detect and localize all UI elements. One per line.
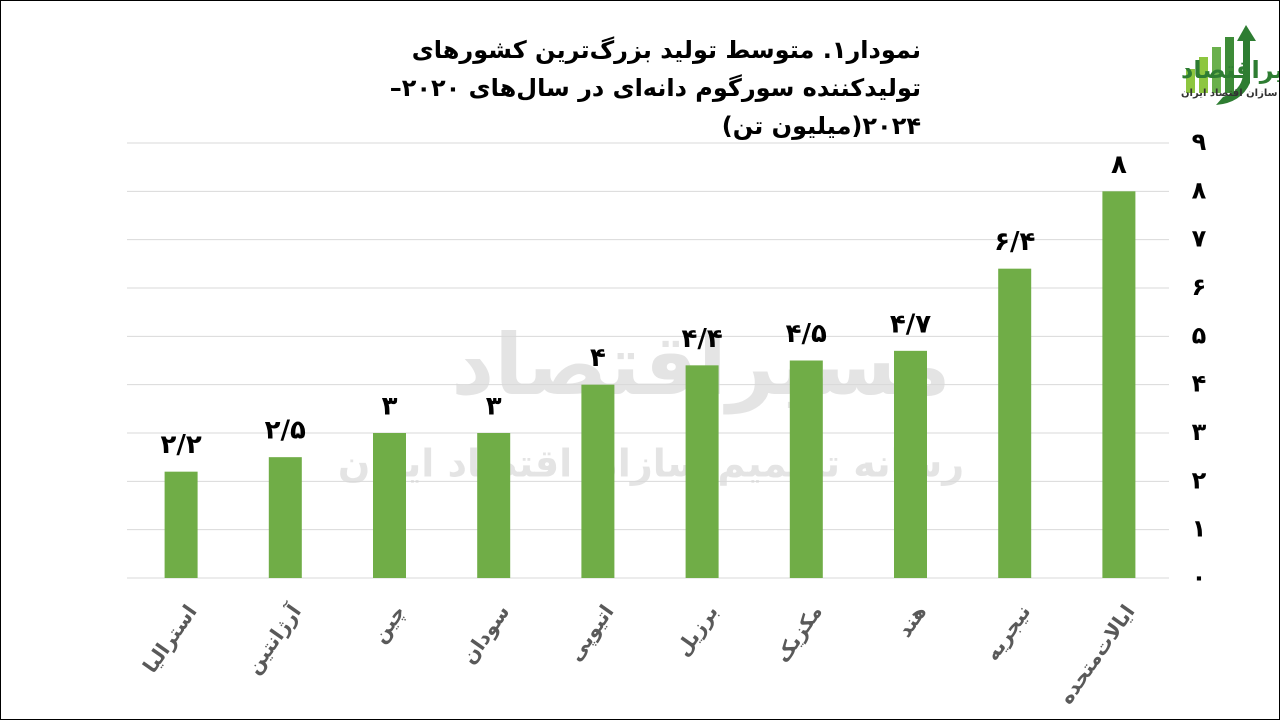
chart-title: نمودار۱. متوسط تولید بزرگ‌ترین کشورهای ت…	[389, 36, 921, 140]
y-tick-label: ۹	[1192, 128, 1207, 156]
x-tick-label: نیجریه	[980, 600, 1035, 665]
bar	[477, 433, 511, 578]
bar	[998, 268, 1032, 578]
watermark: مسیراقتصاد رسانه تصمیم سازان اقتصاد ایرا…	[338, 316, 964, 487]
logo: مسیراقتصاد رسانه تصمیم سازان اقتصاد ایرا…	[1181, 25, 1279, 105]
logo-name: مسیراقتصاد	[1181, 56, 1279, 84]
bar	[373, 433, 406, 578]
y-tick-label: ۶	[1192, 273, 1207, 301]
bar	[164, 471, 198, 578]
bar	[789, 360, 823, 578]
x-tick-label: آرژانتین	[240, 599, 306, 679]
bar	[685, 365, 719, 578]
logo-bar	[1225, 37, 1234, 93]
x-tick-label: مکزیک	[770, 600, 827, 667]
x-tick-label: برزیل	[670, 600, 722, 660]
bar	[894, 350, 927, 578]
data-label: ۴/۴	[681, 324, 722, 354]
data-label: ۴/۷	[890, 309, 931, 339]
y-tick-label: ۰	[1192, 563, 1207, 591]
y-tick-label: ۱	[1192, 515, 1207, 543]
data-label: ۲/۲	[160, 430, 201, 460]
data-label: ۳	[486, 392, 502, 422]
bar	[581, 384, 615, 578]
logo-bar	[1212, 47, 1221, 93]
y-tick-label: ۴	[1192, 370, 1207, 398]
data-label: ۶/۴	[994, 227, 1035, 257]
logo-bar	[1199, 57, 1208, 93]
x-tick-label: چین	[367, 600, 411, 648]
x-tick-label: ایالات‌متحده	[1054, 600, 1140, 708]
data-label: ۴/۵	[786, 319, 827, 349]
watermark-tagline: رسانه تصمیم سازان اقتصاد ایران	[338, 442, 964, 487]
bar	[268, 457, 302, 578]
x-tick-label: اتیوپی	[563, 600, 620, 666]
y-tick-label: ۲	[1192, 466, 1207, 494]
logo-arrow	[1216, 25, 1256, 105]
y-tick-label: ۷	[1192, 225, 1207, 253]
data-label: ۴	[590, 343, 606, 373]
logo-bar	[1186, 69, 1195, 93]
y-tick-label: ۳	[1192, 418, 1207, 446]
x-tick-label: سودان	[457, 600, 515, 668]
y-tick-label: ۸	[1192, 176, 1207, 204]
data-label: ۲/۵	[265, 416, 306, 446]
logo-tagline: رسانه تصمیم سازان اقتصاد ایران	[1181, 88, 1279, 99]
x-tick-label: هند	[892, 600, 931, 641]
y-tick-label: ۵	[1192, 321, 1207, 349]
bar	[1102, 191, 1136, 579]
data-label: ۳	[382, 392, 398, 422]
x-tick-label: استرالیا	[138, 600, 202, 677]
data-label: ۸	[1111, 150, 1127, 180]
